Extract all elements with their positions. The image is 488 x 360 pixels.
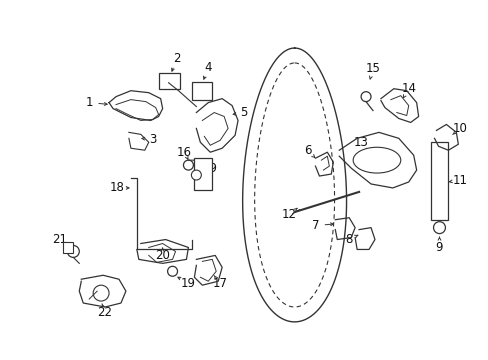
Circle shape (93, 285, 109, 301)
Text: 4: 4 (204, 61, 212, 75)
Bar (194, 158, 212, 190)
Text: 9: 9 (435, 241, 442, 254)
Text: 8: 8 (345, 233, 352, 246)
Circle shape (67, 246, 79, 257)
Circle shape (183, 160, 193, 170)
Text: 18: 18 (109, 181, 124, 194)
Text: 19: 19 (203, 162, 217, 175)
Text: 17: 17 (212, 277, 227, 290)
Text: 13: 13 (353, 136, 368, 149)
FancyBboxPatch shape (192, 82, 212, 100)
Text: 6: 6 (303, 144, 311, 157)
Text: 21: 21 (52, 233, 67, 246)
Ellipse shape (352, 147, 400, 173)
Text: 1: 1 (85, 96, 93, 109)
Text: 20: 20 (155, 249, 170, 262)
Text: 10: 10 (452, 122, 467, 135)
Text: 16: 16 (177, 146, 192, 159)
Text: 14: 14 (400, 82, 415, 95)
Circle shape (360, 92, 370, 102)
Text: 12: 12 (282, 208, 297, 221)
Text: 3: 3 (149, 133, 156, 146)
FancyBboxPatch shape (158, 73, 180, 89)
Text: 5: 5 (240, 106, 247, 119)
Circle shape (433, 222, 445, 234)
Circle shape (191, 170, 201, 180)
Text: 15: 15 (365, 62, 380, 75)
Bar (429, 142, 447, 220)
Text: 11: 11 (452, 174, 467, 186)
Bar (63, 242, 73, 253)
Text: 2: 2 (172, 53, 180, 66)
Text: 7: 7 (311, 219, 319, 232)
Circle shape (167, 266, 177, 276)
Text: 19: 19 (181, 277, 196, 290)
Text: 22: 22 (98, 306, 112, 319)
